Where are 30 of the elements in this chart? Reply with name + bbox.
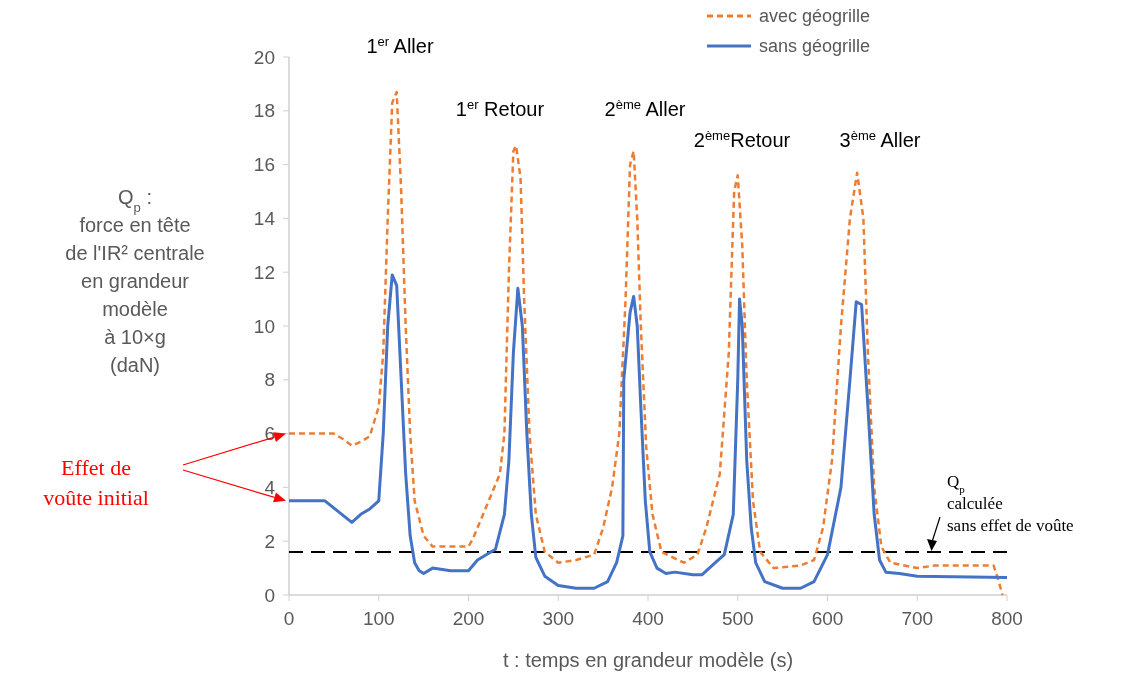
x-tick-label: 800 (991, 608, 1023, 629)
x-tick-label: 200 (452, 608, 485, 629)
y-tick-label: 14 (253, 208, 276, 230)
annotation: 1$^{er}$ Aller (366, 33, 434, 57)
y-tick-label: 16 (253, 154, 275, 176)
y-tick-label: 4 (264, 477, 276, 499)
y-tick-label: 8 (264, 369, 275, 391)
x-axis-title: t : temps en grandeur modèle (s) (502, 649, 794, 671)
x-tick-label: 600 (811, 608, 844, 629)
y-tick-label: 20 (253, 46, 275, 68)
annotation: 2$^{ème}$Retour (693, 127, 791, 151)
annotation: 1$^{er}$ Retour (455, 96, 545, 120)
x-tick-label: 500 (721, 608, 754, 629)
annotation: 2$^{ème}$ Aller (604, 96, 686, 120)
y-tick-label: 0 (264, 584, 275, 606)
y-tick-label: 2 (264, 530, 275, 552)
legend-label: sans géogrille (759, 36, 871, 57)
x-tick-label: 0 (283, 608, 295, 629)
legend-label: avec géogrille (759, 6, 871, 27)
text: Q$_{p}$ : force en tête de l'IR² centrale en grandeur modèle à 10×g (daN) (65, 186, 205, 376)
y-tick-label: 12 (253, 261, 275, 283)
text: Effet de voûte initial (43, 455, 149, 510)
ref-line-label: Q$_{p}$ calculée sans effet de voûte (947, 471, 1074, 535)
y-tick-label: 10 (253, 315, 275, 337)
annotation: 3$^{ème}$ Aller (839, 127, 921, 151)
x-tick-label: 400 (632, 608, 664, 629)
x-tick-label: 700 (901, 608, 934, 629)
x-tick-label: 100 (362, 608, 395, 629)
y-tick-label: 18 (253, 100, 275, 122)
x-tick-label: 300 (542, 608, 575, 629)
